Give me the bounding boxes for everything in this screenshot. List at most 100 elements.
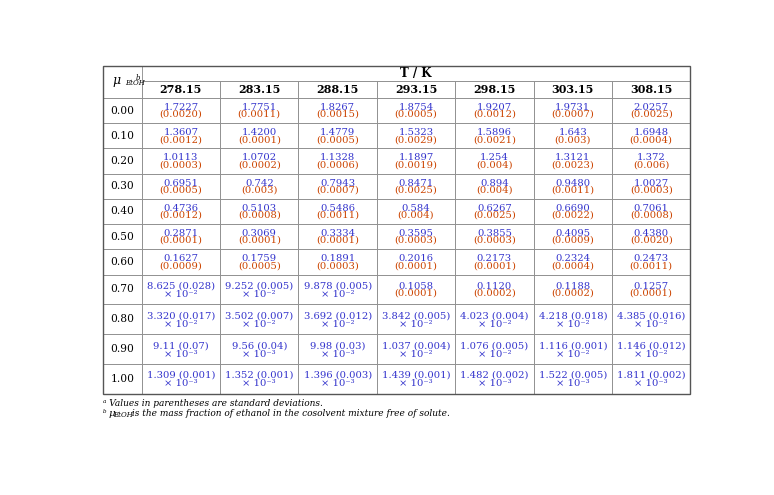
Bar	[377, 335, 455, 364]
Text: (0.0005): (0.0005)	[317, 135, 359, 144]
Text: (0.0003): (0.0003)	[395, 236, 437, 245]
Text: (0.0001): (0.0001)	[395, 261, 437, 270]
Text: 0.5486: 0.5486	[320, 204, 355, 213]
Text: 1.5896: 1.5896	[477, 128, 512, 137]
Bar	[377, 199, 455, 224]
Text: (0.0025): (0.0025)	[630, 110, 673, 119]
Text: EtOH: EtOH	[125, 79, 145, 87]
Text: (0.0025): (0.0025)	[473, 211, 516, 220]
Text: (0.0002): (0.0002)	[551, 289, 594, 298]
Bar	[220, 224, 299, 249]
Text: × 10⁻³: × 10⁻³	[556, 380, 590, 389]
Bar	[220, 123, 299, 148]
Text: × 10⁻²: × 10⁻²	[556, 349, 590, 358]
Text: 9.11 (0.07): 9.11 (0.07)	[153, 341, 209, 350]
Text: 0.1891: 0.1891	[320, 254, 355, 263]
Bar	[612, 174, 690, 199]
Text: (0.0023): (0.0023)	[551, 160, 594, 169]
Text: 0.9480: 0.9480	[555, 179, 591, 188]
Bar	[103, 65, 142, 98]
Text: 1.0702: 1.0702	[241, 153, 277, 162]
Text: (0.004): (0.004)	[398, 211, 434, 220]
Text: 3.842 (0.005): 3.842 (0.005)	[382, 311, 450, 320]
Text: (0.003): (0.003)	[555, 135, 591, 144]
Bar	[533, 335, 612, 364]
Bar	[220, 364, 299, 395]
Bar	[299, 98, 377, 123]
Text: × 10⁻²: × 10⁻²	[399, 320, 433, 329]
Bar	[533, 174, 612, 199]
Text: is the mass fraction of ethanol in the cosolvent mixture free of solute.: is the mass fraction of ethanol in the c…	[129, 409, 450, 418]
Text: × 10⁻²: × 10⁻²	[399, 349, 433, 358]
Bar	[533, 123, 612, 148]
Text: 1.9731: 1.9731	[555, 103, 591, 112]
Bar	[612, 123, 690, 148]
Text: 0.6267: 0.6267	[477, 204, 512, 213]
Text: 1.116 (0.001): 1.116 (0.001)	[539, 341, 607, 350]
Text: 0.742: 0.742	[245, 179, 274, 188]
Bar	[377, 304, 455, 335]
Bar	[377, 98, 455, 123]
Bar	[220, 199, 299, 224]
Text: μ: μ	[112, 74, 120, 88]
Text: (0.0008): (0.0008)	[238, 211, 281, 220]
Bar	[220, 98, 299, 123]
Text: 4.023 (0.004): 4.023 (0.004)	[461, 311, 529, 320]
Text: (0.0001): (0.0001)	[238, 236, 281, 245]
Text: 0.1120: 0.1120	[477, 282, 512, 291]
Text: (0.006): (0.006)	[633, 160, 670, 169]
Bar	[612, 364, 690, 395]
Bar	[103, 224, 142, 249]
Text: 0.50: 0.50	[111, 232, 134, 242]
Text: × 10⁻²: × 10⁻²	[478, 349, 512, 358]
Text: (0.0025): (0.0025)	[395, 186, 437, 195]
Text: (0.0020): (0.0020)	[159, 110, 202, 119]
Bar	[299, 304, 377, 335]
Bar	[299, 174, 377, 199]
Text: 0.894: 0.894	[480, 179, 509, 188]
Bar	[142, 123, 220, 148]
Text: (0.0012): (0.0012)	[159, 135, 202, 144]
Text: 1.522 (0.005): 1.522 (0.005)	[539, 371, 607, 380]
Text: 1.6948: 1.6948	[634, 128, 669, 137]
Text: 9.252 (0.005): 9.252 (0.005)	[225, 281, 293, 290]
Bar	[142, 304, 220, 335]
Text: × 10⁻²: × 10⁻²	[164, 320, 197, 329]
Text: × 10⁻²: × 10⁻²	[321, 290, 354, 298]
Text: 0.7061: 0.7061	[634, 204, 669, 213]
Bar	[377, 123, 455, 148]
Bar	[220, 304, 299, 335]
Text: 0.6951: 0.6951	[163, 179, 198, 188]
Text: 1.146 (0.012): 1.146 (0.012)	[617, 341, 686, 350]
Bar	[455, 148, 533, 174]
Bar	[299, 275, 377, 304]
Bar	[612, 249, 690, 275]
Text: (0.0029): (0.0029)	[395, 135, 437, 144]
Text: 1.00: 1.00	[111, 374, 135, 385]
Text: × 10⁻³: × 10⁻³	[321, 349, 354, 358]
Text: × 10⁻³: × 10⁻³	[164, 380, 197, 389]
Text: (0.004): (0.004)	[476, 160, 512, 169]
Bar	[142, 364, 220, 395]
Text: 0.90: 0.90	[111, 345, 134, 354]
Text: × 10⁻³: × 10⁻³	[635, 380, 668, 389]
Text: (0.0011): (0.0011)	[629, 261, 673, 270]
Text: (0.0012): (0.0012)	[473, 110, 516, 119]
Bar	[377, 174, 455, 199]
Text: (0.004): (0.004)	[476, 186, 512, 195]
Text: (0.0005): (0.0005)	[395, 110, 437, 119]
Text: (0.0001): (0.0001)	[473, 261, 516, 270]
Bar	[142, 199, 220, 224]
Bar	[455, 335, 533, 364]
Bar	[299, 199, 377, 224]
Bar	[103, 335, 142, 364]
Text: 0.5103: 0.5103	[241, 204, 277, 213]
Bar	[142, 174, 220, 199]
Bar	[612, 304, 690, 335]
Bar	[377, 249, 455, 275]
Text: × 10⁻³: × 10⁻³	[321, 380, 354, 389]
Text: T / K: T / K	[400, 67, 432, 80]
Bar	[142, 98, 220, 123]
Bar	[103, 65, 690, 81]
Bar	[220, 335, 299, 364]
